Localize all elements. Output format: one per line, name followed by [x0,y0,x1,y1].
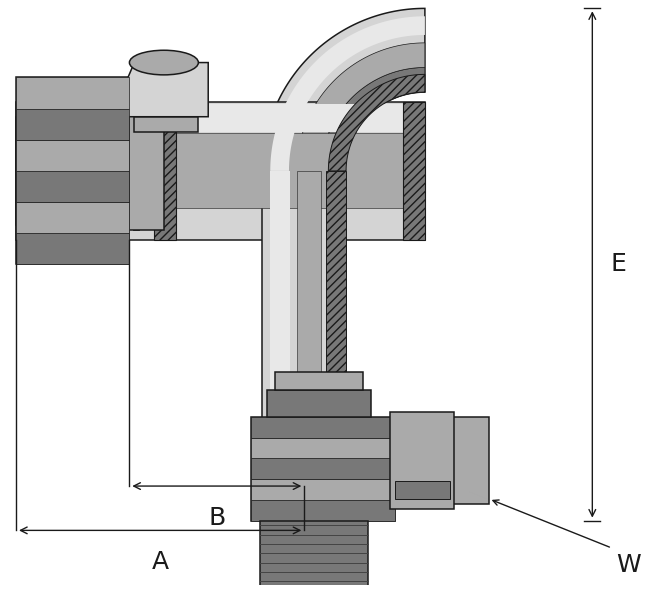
Bar [16,77,130,264]
Text: W: W [616,553,640,577]
Bar [37,112,43,230]
Bar [16,171,130,202]
Bar [119,112,164,230]
Bar [250,417,395,438]
Bar [250,500,395,521]
Bar [16,77,130,108]
Bar [263,171,346,446]
Bar [51,112,57,230]
Bar [119,112,125,230]
Text: E: E [610,253,626,276]
Bar [16,233,130,264]
Bar [106,112,112,230]
Bar [16,117,154,225]
Bar [250,417,395,521]
Bar [390,412,455,509]
Polygon shape [119,62,208,117]
Polygon shape [154,102,175,240]
Bar [261,521,368,589]
Bar [297,171,321,417]
Bar [250,458,395,479]
Bar [92,112,98,230]
Bar [134,117,199,131]
Bar [16,102,425,240]
Bar [270,171,290,446]
Polygon shape [328,74,425,171]
Polygon shape [263,8,425,171]
Polygon shape [297,43,425,171]
Polygon shape [321,68,425,171]
Bar [64,112,71,230]
Polygon shape [444,417,489,504]
Bar [16,140,130,171]
Bar [133,112,139,230]
Bar [250,479,395,500]
Bar [78,112,84,230]
Text: A: A [152,550,169,574]
Bar [95,104,425,131]
Polygon shape [270,16,425,171]
Bar [24,112,30,230]
Bar [395,481,450,499]
Text: B: B [208,506,226,530]
Bar [16,108,130,140]
Bar [275,372,363,389]
Bar [16,202,130,233]
Bar [267,389,371,417]
Ellipse shape [130,50,199,75]
Bar [95,134,425,209]
Polygon shape [326,171,346,446]
Bar [250,438,395,458]
Polygon shape [403,102,425,240]
Bar [134,117,154,225]
